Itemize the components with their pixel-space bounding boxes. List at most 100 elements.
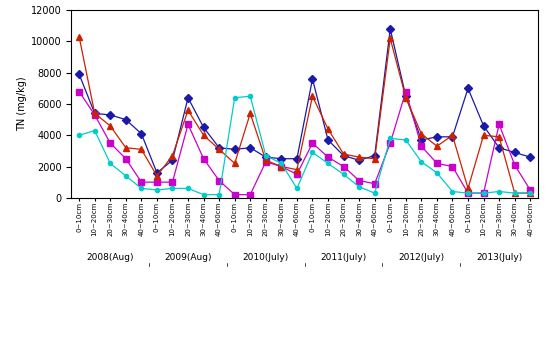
Q. mongolica 2 (387, 36, 394, 41)
Q. mongolica 2 (200, 133, 207, 137)
Q. mongolica 2 (184, 108, 191, 112)
P. densiflora (278, 161, 285, 165)
Q. mongolica 2 (418, 132, 425, 136)
A. koreana (387, 27, 394, 31)
P. densiflora (216, 193, 222, 197)
P. densiflora (154, 188, 160, 192)
A. koreana (356, 158, 362, 162)
Q. mongolica 2 (294, 168, 300, 172)
Q. mongolica 2 (262, 158, 269, 162)
Q. mongolica 2 (356, 155, 362, 159)
Line: A. koreana: A. koreana (76, 26, 533, 176)
A. koreana (480, 124, 487, 128)
P. densiflora (91, 129, 98, 133)
Q. mongolica 1 (294, 172, 300, 176)
Q. mongolica 1 (387, 141, 394, 145)
P. densiflora (387, 136, 394, 140)
P. densiflora (496, 190, 502, 194)
P. densiflora (449, 190, 456, 194)
A. koreana (434, 135, 440, 139)
A. koreana (216, 146, 222, 150)
Line: Q. mongolica 1: Q. mongolica 1 (76, 89, 533, 197)
Q. mongolica 1 (262, 160, 269, 164)
Q. mongolica 1 (418, 144, 425, 148)
Q. mongolica 2 (76, 35, 82, 39)
Q. mongolica 1 (122, 157, 129, 161)
Q. mongolica 1 (449, 164, 456, 168)
A. koreana (184, 96, 191, 100)
Q. mongolica 1 (527, 188, 534, 192)
P. densiflora (325, 161, 332, 165)
A. koreana (449, 135, 456, 139)
Q. mongolica 2 (247, 111, 254, 115)
Q. mongolica 1 (154, 180, 160, 184)
Q. mongolica 1 (340, 164, 347, 168)
Q. mongolica 2 (325, 127, 332, 131)
Q. mongolica 2 (340, 152, 347, 156)
A. koreana (122, 118, 129, 122)
Q. mongolica 2 (91, 111, 98, 115)
Text: 2010(July): 2010(July) (243, 253, 289, 262)
Text: 2009(Aug): 2009(Aug) (164, 253, 212, 262)
Q. mongolica 1 (184, 122, 191, 127)
Q. mongolica 1 (278, 164, 285, 168)
A. koreana (294, 157, 300, 161)
A. koreana (340, 153, 347, 158)
Q. mongolica 2 (402, 96, 409, 100)
P. densiflora (371, 191, 378, 195)
Q. mongolica 1 (216, 179, 222, 183)
P. densiflora (262, 153, 269, 158)
P. densiflora (184, 186, 191, 190)
P. densiflora (434, 171, 440, 175)
A. koreana (247, 146, 254, 150)
Text: 2012(July): 2012(July) (398, 253, 445, 262)
Q. mongolica 1 (309, 141, 316, 145)
Line: P. densiflora: P. densiflora (77, 94, 533, 197)
Q. mongolica 2 (480, 133, 487, 137)
Q. mongolica 2 (232, 161, 238, 165)
Q. mongolica 2 (512, 191, 518, 195)
P. densiflora (512, 191, 518, 195)
P. densiflora (527, 191, 534, 195)
A. koreana (418, 138, 425, 142)
P. densiflora (232, 96, 238, 100)
A. koreana (278, 157, 285, 161)
Q. mongolica 2 (107, 124, 114, 128)
Q. mongolica 1 (91, 113, 98, 117)
A. koreana (262, 155, 269, 159)
Q. mongolica 2 (169, 153, 176, 158)
A. koreana (527, 155, 534, 159)
Q. mongolica 1 (138, 180, 145, 184)
A. koreana (512, 150, 518, 154)
A. koreana (169, 158, 176, 162)
P. densiflora (418, 160, 425, 164)
A. koreana (402, 94, 409, 98)
A. koreana (371, 153, 378, 158)
Q. mongolica 1 (200, 157, 207, 161)
P. densiflora (200, 193, 207, 197)
A. koreana (496, 146, 502, 150)
A. koreana (138, 132, 145, 136)
Q. mongolica 1 (107, 141, 114, 145)
Q. mongolica 2 (278, 164, 285, 168)
A. koreana (76, 72, 82, 76)
Q. mongolica 1 (356, 179, 362, 183)
P. densiflora (340, 172, 347, 176)
Q. mongolica 2 (371, 157, 378, 161)
Q. mongolica 2 (464, 186, 471, 190)
Q. mongolica 1 (496, 122, 502, 127)
P. densiflora (402, 138, 409, 142)
P. densiflora (76, 133, 82, 137)
Q. mongolica 1 (169, 180, 176, 184)
Q. mongolica 2 (496, 135, 502, 139)
Q. mongolica 2 (138, 147, 145, 151)
A. koreana (200, 125, 207, 130)
P. densiflora (169, 186, 176, 190)
Line: Q. mongolica 2: Q. mongolica 2 (76, 34, 533, 196)
Q. mongolica 1 (512, 163, 518, 167)
Q. mongolica 2 (449, 133, 456, 137)
P. densiflora (107, 161, 114, 165)
Q. mongolica 1 (434, 161, 440, 165)
Q. mongolica 1 (232, 193, 238, 197)
Q. mongolica 2 (434, 144, 440, 148)
